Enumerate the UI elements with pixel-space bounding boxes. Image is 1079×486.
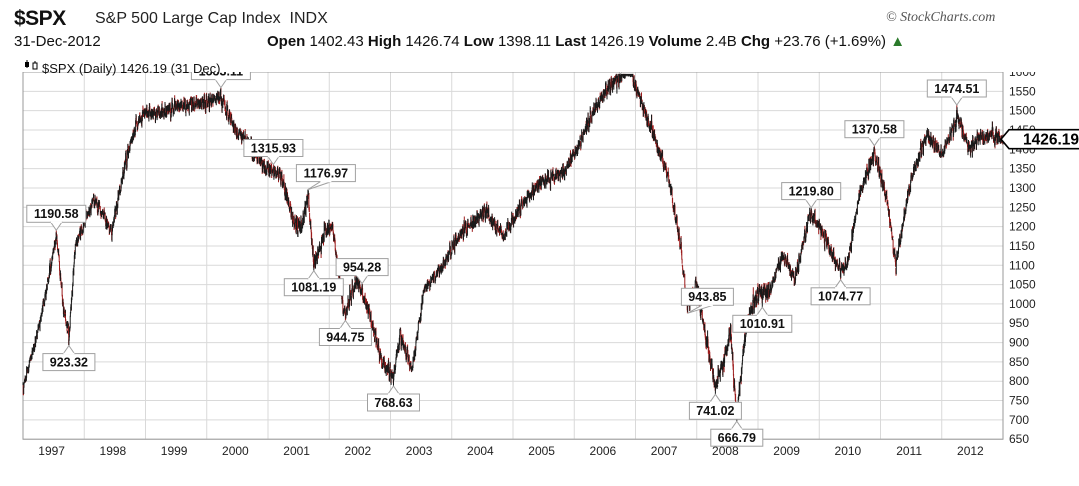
svg-text:950: 950 <box>1009 316 1029 330</box>
svg-text:1315.93: 1315.93 <box>251 141 296 155</box>
svg-text:1550: 1550 <box>1009 84 1036 98</box>
svg-text:900: 900 <box>1009 336 1029 350</box>
svg-text:741.02: 741.02 <box>696 404 734 418</box>
svg-text:2010: 2010 <box>835 444 862 458</box>
svg-text:1050: 1050 <box>1009 278 1036 292</box>
svg-text:2003: 2003 <box>406 444 433 458</box>
svg-text:650: 650 <box>1009 432 1029 446</box>
svg-text:1000: 1000 <box>1009 297 1036 311</box>
svg-text:700: 700 <box>1009 413 1029 427</box>
svg-text:1074.77: 1074.77 <box>818 290 863 304</box>
svg-text:923.32: 923.32 <box>50 356 88 370</box>
svg-text:1999: 1999 <box>161 444 188 458</box>
svg-text:1081.19: 1081.19 <box>291 281 336 295</box>
svg-text:1250: 1250 <box>1009 200 1036 214</box>
svg-text:2007: 2007 <box>651 444 678 458</box>
svg-text:1150: 1150 <box>1009 239 1035 253</box>
svg-text:1190.58: 1190.58 <box>34 207 79 221</box>
svg-text:1370.58: 1370.58 <box>852 123 897 137</box>
svg-text:1997: 1997 <box>38 444 65 458</box>
svg-text:2000: 2000 <box>222 444 249 458</box>
svg-text:2011: 2011 <box>896 444 922 458</box>
svg-text:1200: 1200 <box>1009 220 1036 234</box>
svg-text:768.63: 768.63 <box>374 396 412 410</box>
svg-text:943.85: 943.85 <box>688 290 726 304</box>
svg-text:1500: 1500 <box>1009 104 1036 118</box>
svg-text:1100: 1100 <box>1009 258 1035 272</box>
svg-text:2002: 2002 <box>345 444 372 458</box>
svg-text:2001: 2001 <box>283 444 310 458</box>
svg-text:1474.51: 1474.51 <box>934 82 979 96</box>
svg-text:944.75: 944.75 <box>326 330 364 344</box>
svg-text:1010.91: 1010.91 <box>740 317 785 331</box>
svg-text:2004: 2004 <box>467 444 494 458</box>
svg-text:1219.80: 1219.80 <box>789 184 834 198</box>
svg-text:1998: 1998 <box>100 444 127 458</box>
svg-text:750: 750 <box>1009 394 1029 408</box>
svg-text:2012: 2012 <box>957 444 984 458</box>
svg-text:1426.19: 1426.19 <box>1023 131 1079 148</box>
svg-text:2009: 2009 <box>773 444 800 458</box>
svg-text:1350: 1350 <box>1009 162 1036 176</box>
svg-text:1176.97: 1176.97 <box>304 167 349 181</box>
svg-text:850: 850 <box>1009 355 1029 369</box>
svg-text:1300: 1300 <box>1009 181 1036 195</box>
svg-text:954.28: 954.28 <box>343 261 381 275</box>
svg-text:2006: 2006 <box>590 444 617 458</box>
svg-text:2005: 2005 <box>528 444 555 458</box>
svg-text:800: 800 <box>1009 374 1029 388</box>
svg-text:666.79: 666.79 <box>718 431 756 445</box>
